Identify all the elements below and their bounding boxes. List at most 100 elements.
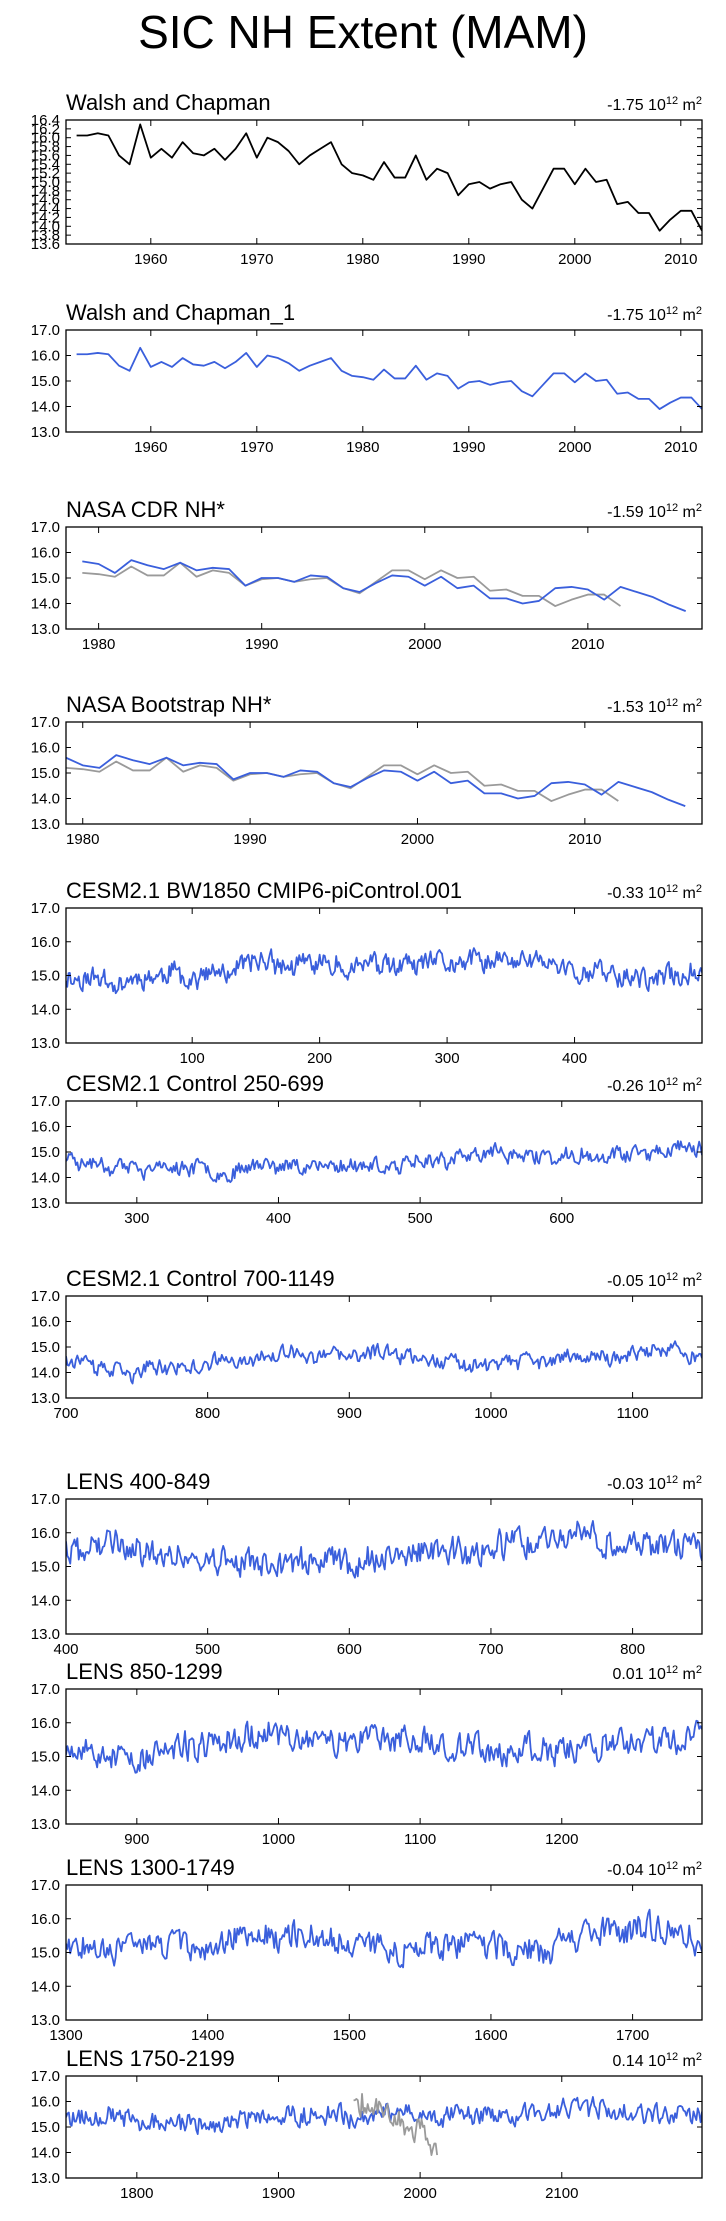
x-tick-label: 1990 [452, 251, 485, 268]
series-line-2 [66, 754, 686, 807]
y-tick-label: 16.4 [31, 112, 60, 129]
series-line-1 [66, 947, 702, 995]
y-tick-label: 15.0 [31, 1749, 60, 1766]
y-tick-label: 16.0 [31, 1314, 60, 1331]
panel-8: LENS 400-849 -0.03 1012 m2 13.0 14.0 15.0 16.… [31, 1469, 703, 1658]
x-tick-label: 400 [266, 1210, 291, 1227]
y-tick-label: 14.0 [31, 1782, 60, 1799]
x-tick-label: 1990 [245, 636, 278, 653]
x-tick-label: 100 [180, 1050, 205, 1067]
y-tick-label: 14.0 [31, 399, 60, 416]
y-tick-label: 14.0 [31, 1592, 60, 1609]
y-tick-label: 15.0 [31, 968, 60, 985]
series-line-2 [353, 2092, 439, 2156]
y-tick-label: 15.0 [31, 174, 60, 191]
panel-7: CESM2.1 Control 700-1149 -0.05 1012 m2 13.… [31, 1266, 703, 1422]
x-tick-label: 500 [195, 1641, 220, 1658]
y-tick-label: 15.0 [31, 373, 60, 390]
y-tick-label: 14.2 [31, 209, 60, 226]
y-tick-label: 14.0 [31, 791, 60, 808]
series-line-1 [66, 1719, 702, 1774]
y-tick-label: 16.0 [31, 348, 60, 365]
trend-label: -0.33 1012 m2 [607, 883, 702, 902]
y-tick-label: 13.0 [31, 1816, 60, 1833]
y-tick-label: 14.8 [31, 183, 60, 200]
plot-frame [65, 721, 703, 825]
x-tick-label: 1000 [262, 1831, 295, 1848]
x-tick-label: 500 [408, 1210, 433, 1227]
x-tick-label: 600 [549, 1210, 574, 1227]
y-tick-label: 16.0 [31, 1715, 60, 1732]
series-line-1 [66, 1520, 702, 1579]
panel-6: CESM2.1 Control 250-699 -0.26 1012 m2 13.0… [31, 1071, 703, 1227]
y-tick-label: 17.0 [31, 322, 60, 339]
x-tick-label: 2010 [571, 636, 604, 653]
x-tick-label: 1600 [474, 2027, 507, 2044]
x-tick-label: 1980 [346, 439, 379, 456]
x-tick-label: 1700 [616, 2027, 649, 2044]
x-tick-label: 800 [195, 1405, 220, 1422]
x-tick-label: 800 [620, 1641, 645, 1658]
trend-label: -0.26 1012 m2 [607, 1076, 702, 1095]
y-tick-label: 17.0 [31, 2068, 60, 2085]
y-tick-label: 15.6 [31, 147, 60, 164]
panel-5: CESM2.1 BW1850 CMIP6-piControl.001 -0.33 … [31, 878, 703, 1067]
y-tick-label: 15.0 [31, 2119, 60, 2136]
x-tick-label: 700 [53, 1405, 78, 1422]
y-tick-label: 13.0 [31, 2170, 60, 2187]
x-tick-label: 1980 [82, 636, 115, 653]
y-tick-label: 13.0 [31, 816, 60, 833]
y-tick-label: 17.0 [31, 1288, 60, 1305]
panel-3: NASA CDR NH* -1.59 1012 m2 13.0 14.0 15.0 16.… [31, 497, 703, 653]
x-tick-label: 1980 [346, 251, 379, 268]
y-tick-label: 14.0 [31, 2145, 60, 2162]
y-tick-label: 16.0 [31, 934, 60, 951]
series-line-1 [76, 346, 702, 410]
y-tick-label: 15.4 [31, 156, 60, 173]
series-line-1 [66, 1140, 702, 1184]
x-tick-label: 2000 [408, 636, 441, 653]
figure-title: SIC NH Extent (MAM) [138, 6, 588, 58]
x-tick-label: 1400 [191, 2027, 224, 2044]
y-tick-label: 15.0 [31, 765, 60, 782]
y-tick-label: 13.0 [31, 1390, 60, 1407]
y-tick-label: 15.8 [31, 139, 60, 156]
y-tick-label: 16.0 [31, 740, 60, 757]
y-tick-label: 14.0 [31, 1365, 60, 1382]
trend-label: -0.05 1012 m2 [607, 1271, 702, 1290]
panel-11: LENS 1750-2199 0.14 1012 m2 13.0 14.0 15.0 16… [31, 2046, 703, 2202]
series-line-1 [66, 2096, 702, 2135]
plot-frame [65, 2075, 703, 2179]
x-tick-label: 1000 [474, 1405, 507, 1422]
x-tick-label: 700 [478, 1641, 503, 1658]
x-tick-label: 1800 [120, 2185, 153, 2202]
y-tick-label: 14.4 [31, 201, 60, 218]
y-tick-label: 17.0 [31, 1491, 60, 1508]
y-tick-label: 16.2 [31, 121, 60, 138]
x-tick-label: 2000 [558, 439, 591, 456]
y-tick-label: 13.0 [31, 1626, 60, 1643]
panel-title: LENS 400-849 [66, 1469, 210, 1494]
panel-2: Walsh and Chapman_1 -1.75 1012 m2 13.0 14.0… [31, 300, 703, 456]
y-tick-label: 13.0 [31, 1195, 60, 1212]
y-tick-label: 15.0 [31, 1945, 60, 1962]
plot-frame [65, 526, 703, 630]
panel-title: CESM2.1 Control 250-699 [66, 1071, 324, 1096]
series-line-1 [76, 123, 702, 232]
x-tick-label: 1980 [66, 831, 99, 848]
x-tick-label: 400 [562, 1050, 587, 1067]
panel-title: LENS 850-1299 [66, 1659, 223, 1684]
y-tick-label: 17.0 [31, 1093, 60, 1110]
y-tick-label: 13.8 [31, 227, 60, 244]
panels: Walsh and Chapman -1.75 1012 m213.613.814… [31, 90, 703, 2202]
trend-label: -0.04 1012 m2 [607, 1860, 702, 1879]
y-tick-label: 17.0 [31, 900, 60, 917]
panel-title: CESM2.1 BW1850 CMIP6-piControl.001 [66, 878, 462, 903]
panel-title: Walsh and Chapman_1 [66, 300, 295, 325]
y-tick-label: 17.0 [31, 1681, 60, 1698]
panel-title: LENS 1750-2199 [66, 2046, 235, 2071]
x-tick-label: 2010 [664, 439, 697, 456]
x-tick-label: 200 [307, 1050, 332, 1067]
plot-frame [65, 1295, 703, 1399]
x-tick-label: 1970 [240, 439, 273, 456]
